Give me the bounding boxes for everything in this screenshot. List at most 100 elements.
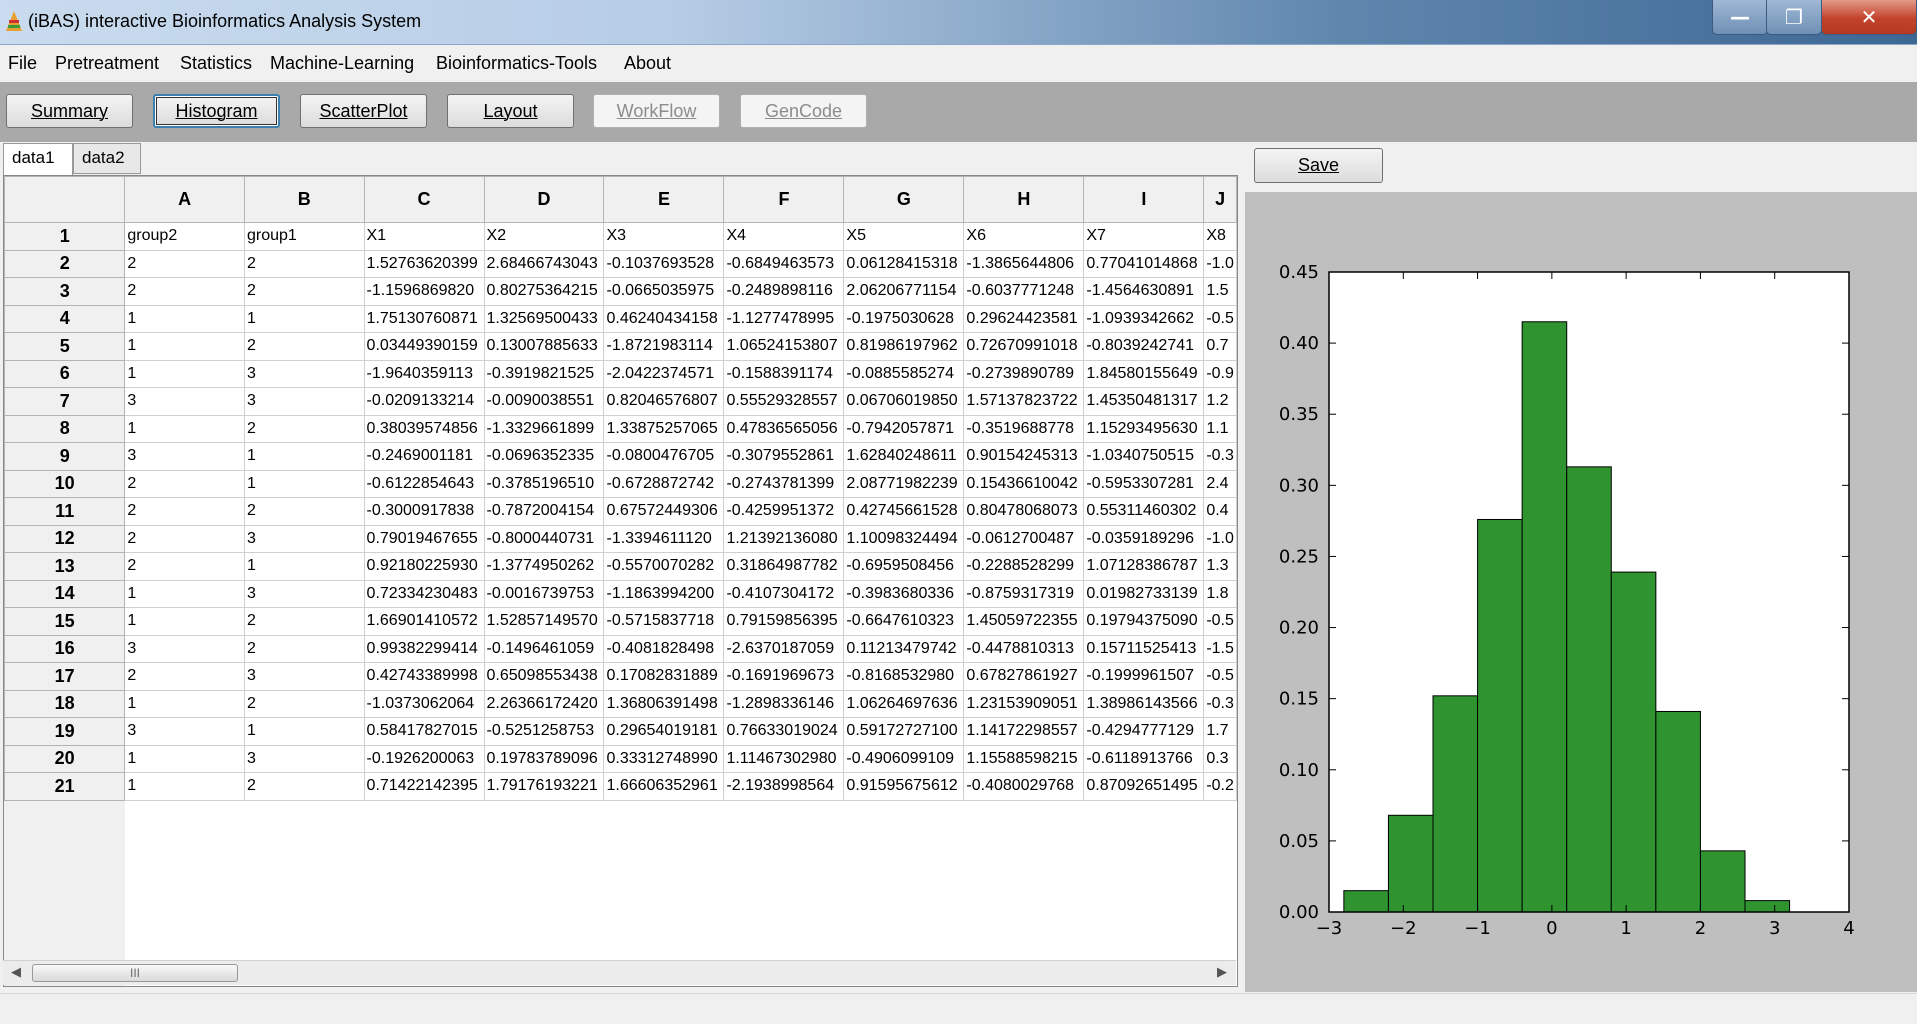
grid-cell[interactable]: 2 bbox=[243, 772, 365, 801]
row-header[interactable]: 17 bbox=[4, 662, 126, 691]
row-header[interactable]: 20 bbox=[4, 744, 126, 773]
grid-cell[interactable]: 1.66606352961 bbox=[603, 772, 725, 801]
grid-cell[interactable]: -0.5715837718 bbox=[603, 607, 725, 636]
close-button[interactable]: ✕ bbox=[1821, 0, 1917, 35]
grid-cell[interactable]: -0.4294777129 bbox=[1083, 717, 1205, 746]
column-header[interactable]: C bbox=[363, 176, 485, 223]
grid-cell[interactable]: 0.80478068073 bbox=[963, 497, 1085, 526]
grid-cell[interactable]: X6 bbox=[963, 222, 1085, 251]
column-header[interactable]: E bbox=[603, 176, 725, 223]
grid-cell[interactable]: -1.0939342662 bbox=[1083, 304, 1205, 333]
grid-cell[interactable]: 0.91595675612 bbox=[843, 772, 965, 801]
grid-cell[interactable]: 1.45059722355 bbox=[963, 607, 1085, 636]
grid-cell[interactable]: 0.92180225930 bbox=[363, 552, 485, 581]
grid-cell[interactable]: 0.33312748990 bbox=[603, 744, 725, 773]
grid-cell[interactable]: -0.4081828498 bbox=[603, 634, 725, 663]
grid-cell[interactable]: 0.46240434158 bbox=[603, 304, 725, 333]
grid-cell[interactable]: -0.6122854643 bbox=[363, 469, 485, 498]
grid-cell[interactable]: 1 bbox=[124, 359, 245, 388]
grid-cell[interactable]: -0.8039242741 bbox=[1083, 332, 1205, 361]
grid-corner[interactable] bbox=[4, 176, 126, 223]
grid-cell[interactable]: -0.2288528299 bbox=[963, 552, 1085, 581]
grid-cell[interactable]: 1 bbox=[243, 552, 365, 581]
row-header[interactable]: 7 bbox=[4, 387, 126, 416]
grid-cell[interactable]: 0.06128415318 bbox=[843, 249, 965, 278]
grid-cell[interactable]: 1.62840248611 bbox=[843, 442, 965, 471]
grid-cell[interactable]: -1.3394611120 bbox=[603, 524, 725, 553]
grid-cell[interactable]: -0.0696352335 bbox=[483, 442, 605, 471]
grid-cell[interactable]: X5 bbox=[843, 222, 965, 251]
grid-cell[interactable]: -0.3519688778 bbox=[963, 414, 1085, 443]
grid-cell[interactable]: 1.23153909051 bbox=[963, 689, 1085, 718]
grid-cell[interactable]: 2 bbox=[243, 332, 365, 361]
grid-cell[interactable]: 0.87092651495 bbox=[1083, 772, 1205, 801]
grid-cell[interactable]: 0.67572449306 bbox=[603, 497, 725, 526]
row-header[interactable]: 10 bbox=[4, 469, 126, 498]
row-header[interactable]: 19 bbox=[4, 717, 126, 746]
grid-cell[interactable]: 0.76633019024 bbox=[723, 717, 845, 746]
grid-cell[interactable]: 1.06264697636 bbox=[843, 689, 965, 718]
grid-cell[interactable]: 0.65098553438 bbox=[483, 662, 605, 691]
grid-cell[interactable]: 0.55529328557 bbox=[723, 387, 845, 416]
grid-cell[interactable]: 1.8 bbox=[1203, 579, 1237, 608]
grid-cell[interactable]: 1 bbox=[124, 579, 245, 608]
grid-cell[interactable]: 1.10098324494 bbox=[843, 524, 965, 553]
column-header[interactable]: B bbox=[243, 176, 365, 223]
grid-cell[interactable]: -0.2469001181 bbox=[363, 442, 485, 471]
grid-cell[interactable]: 1.5 bbox=[1203, 277, 1237, 306]
grid-cell[interactable]: 3 bbox=[243, 662, 365, 691]
grid-cell[interactable]: -0.0885585274 bbox=[843, 359, 965, 388]
grid-cell[interactable]: 0.67827861927 bbox=[963, 662, 1085, 691]
menu-pretreatment[interactable]: Pretreatment bbox=[55, 53, 160, 73]
grid-cell[interactable]: -1.0340750515 bbox=[1083, 442, 1205, 471]
column-header[interactable]: H bbox=[963, 176, 1085, 223]
row-header[interactable]: 4 bbox=[4, 304, 126, 333]
grid-cell[interactable]: -0.0090038551 bbox=[483, 387, 605, 416]
grid-cell[interactable]: group1 bbox=[243, 222, 365, 251]
grid-cell[interactable]: 3 bbox=[124, 634, 245, 663]
row-header[interactable]: 8 bbox=[4, 414, 126, 443]
grid-cell[interactable]: X7 bbox=[1083, 222, 1205, 251]
grid-cell[interactable]: 1.1 bbox=[1203, 414, 1237, 443]
grid-cell[interactable]: -1.1277478995 bbox=[723, 304, 845, 333]
row-header[interactable]: 18 bbox=[4, 689, 126, 718]
grid-cell[interactable]: -0.6728872742 bbox=[603, 469, 725, 498]
restore-button[interactable]: ❐ bbox=[1766, 0, 1822, 35]
grid-cell[interactable]: 0.4 bbox=[1203, 497, 1237, 526]
grid-cell[interactable]: -0.6959508456 bbox=[843, 552, 965, 581]
grid-cell[interactable]: -0.3785196510 bbox=[483, 469, 605, 498]
grid-cell[interactable]: 1.06524153807 bbox=[723, 332, 845, 361]
grid-cell[interactable]: 3 bbox=[124, 442, 245, 471]
column-header[interactable]: J bbox=[1203, 176, 1237, 223]
grid-cell[interactable]: -2.1938998564 bbox=[723, 772, 845, 801]
grid-cell[interactable]: 1 bbox=[124, 744, 245, 773]
grid-cell[interactable]: 0.55311460302 bbox=[1083, 497, 1205, 526]
grid-cell[interactable]: 0.90154245313 bbox=[963, 442, 1085, 471]
row-header[interactable]: 14 bbox=[4, 579, 126, 608]
grid-cell[interactable]: 1 bbox=[124, 304, 245, 333]
grid-cell[interactable]: 1.07128386787 bbox=[1083, 552, 1205, 581]
grid-cell[interactable]: -0.4259951372 bbox=[723, 497, 845, 526]
grid-cell[interactable]: -1.1863994200 bbox=[603, 579, 725, 608]
grid-cell[interactable]: 2 bbox=[243, 607, 365, 636]
grid-cell[interactable]: 3 bbox=[243, 387, 365, 416]
grid-cell[interactable]: 1 bbox=[124, 414, 245, 443]
grid-cell[interactable]: 0.7 bbox=[1203, 332, 1237, 361]
scroll-left-arrow-icon[interactable]: ◀ bbox=[11, 964, 21, 979]
grid-cell[interactable]: -0.4906099109 bbox=[843, 744, 965, 773]
row-header[interactable]: 12 bbox=[4, 524, 126, 553]
grid-cell[interactable]: 0.01982733139 bbox=[1083, 579, 1205, 608]
grid-cell[interactable]: -0.6647610323 bbox=[843, 607, 965, 636]
grid-cell[interactable]: 1.15588598215 bbox=[963, 744, 1085, 773]
save-button[interactable]: Save bbox=[1254, 148, 1383, 183]
grid-cell[interactable]: -0.7942057871 bbox=[843, 414, 965, 443]
grid-cell[interactable]: 1.21392136080 bbox=[723, 524, 845, 553]
row-header[interactable]: 3 bbox=[4, 277, 126, 306]
grid-cell[interactable]: X4 bbox=[723, 222, 845, 251]
row-header[interactable]: 6 bbox=[4, 359, 126, 388]
grid-cell[interactable]: -0.2489898116 bbox=[723, 277, 845, 306]
grid-cell[interactable]: -0.0665035975 bbox=[603, 277, 725, 306]
grid-cell[interactable]: 3 bbox=[124, 717, 245, 746]
row-header[interactable]: 1 bbox=[4, 222, 126, 251]
grid-cell[interactable]: 1 bbox=[124, 772, 245, 801]
